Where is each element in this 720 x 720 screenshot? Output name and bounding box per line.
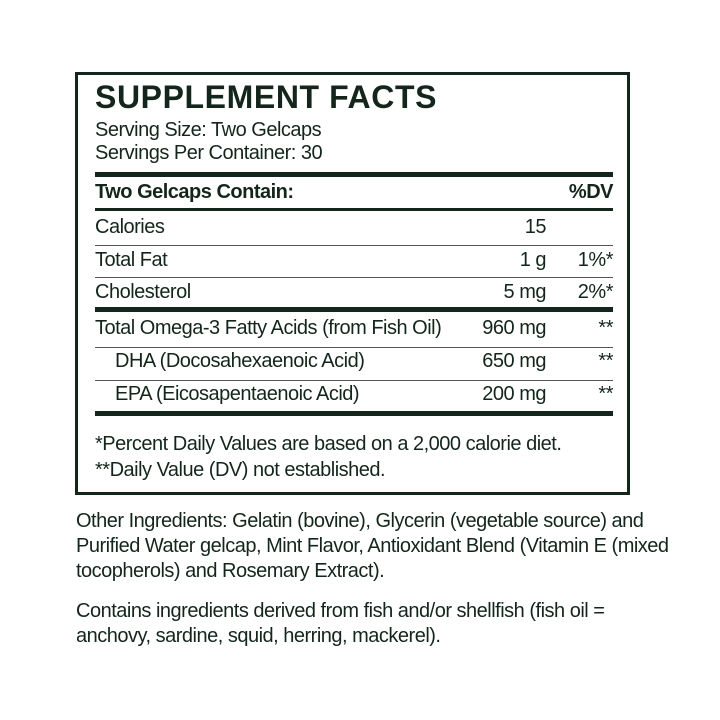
nutrient-name: EPA (Eicosapentaenoic Acid) [115, 383, 360, 405]
supplement-facts-panel: SUPPLEMENT FACTS Serving Size: Two Gelca… [75, 72, 630, 495]
servings-per-container: Servings Per Container: 30 [95, 142, 323, 164]
nutrient-dv: ** [598, 317, 613, 339]
nutrient-amount: 650 mg [482, 350, 546, 372]
divider [95, 347, 613, 348]
divider [95, 245, 613, 246]
nutrient-dv: ** [598, 350, 613, 372]
nutrient-amount: 15 [524, 216, 547, 238]
nutrient-dv: 2%* [577, 281, 614, 303]
column-header-dv: %DV [568, 181, 614, 203]
nutrient-name: Calories [95, 216, 165, 238]
footnote-not-established: **Daily Value (DV) not established. [95, 459, 386, 481]
divider [95, 208, 613, 211]
nutrient-amount: 5 mg [503, 281, 547, 303]
nutrient-name: Total Omega-3 Fatty Acids (from Fish Oil… [95, 317, 442, 339]
nutrient-amount: 1 g [519, 249, 547, 271]
panel-title: SUPPLEMENT FACTS [95, 79, 438, 115]
divider [95, 277, 613, 278]
allergen-statement: Contains ingredients derived from fish a… [76, 600, 605, 647]
divider [95, 307, 613, 312]
nutrient-amount: 200 mg [482, 383, 546, 405]
divider [95, 380, 613, 381]
footnote-dv: *Percent Daily Values are based on a 2,0… [95, 433, 562, 455]
nutrient-name: DHA (Docosahexaenoic Acid) [115, 350, 365, 372]
nutrient-dv: ** [598, 383, 613, 405]
nutrient-name: Total Fat [95, 249, 168, 271]
other-ingredients: Other Ingredients: Gelatin (bovine), Gly… [76, 510, 669, 582]
divider [95, 172, 613, 177]
divider [95, 411, 613, 416]
serving-size: Serving Size: Two Gelcaps [95, 119, 322, 141]
column-header-contain: Two Gelcaps Contain: [95, 181, 294, 203]
nutrient-dv: 1%* [577, 249, 614, 271]
nutrient-amount: 960 mg [482, 317, 546, 339]
nutrient-name: Cholesterol [95, 281, 191, 303]
